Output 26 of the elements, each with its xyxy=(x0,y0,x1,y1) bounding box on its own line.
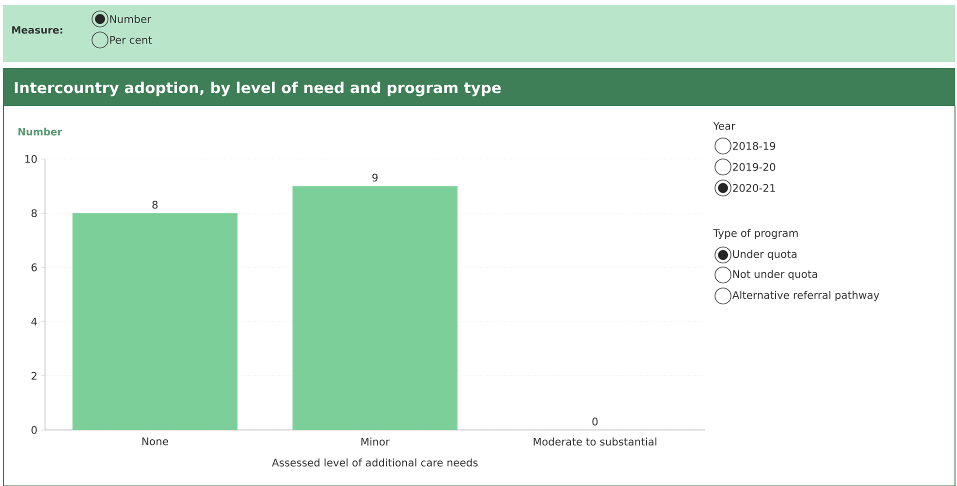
text: 2020-21 xyxy=(732,184,775,192)
x-tick-label: None xyxy=(142,438,168,446)
y-tick-label: 8 xyxy=(32,209,37,218)
text: 2018-19 xyxy=(732,142,776,150)
y-tick-label: 0 xyxy=(32,426,37,434)
y-tick-label: 6 xyxy=(32,263,37,272)
y-axis-title: Number xyxy=(18,128,62,136)
x-tick-label: Minor xyxy=(361,438,390,446)
text: Measure: xyxy=(12,26,62,34)
y-tick-label: 4 xyxy=(31,318,37,326)
text: 2019-20 xyxy=(732,163,776,171)
text: Not under quota xyxy=(733,270,818,280)
data-label: 8 xyxy=(152,200,158,209)
text: Per cent xyxy=(110,36,152,44)
text: Alternative referral pathway xyxy=(732,290,880,302)
y-tick-label: 2 xyxy=(32,372,36,380)
data-label: 0 xyxy=(592,418,598,426)
x-tick-label: Moderate to substantial xyxy=(534,438,656,446)
text: Type of program xyxy=(713,228,798,240)
data-label: 9 xyxy=(372,174,378,182)
text: Under quota xyxy=(733,250,796,260)
chart-title: Intercountry adoption, by level of need and program type xyxy=(14,82,501,96)
text: Year xyxy=(713,122,736,130)
text: Number xyxy=(110,14,152,24)
x-axis-title: Assessed level of additional care needs xyxy=(272,458,478,467)
y-tick-label: 10 xyxy=(25,155,37,163)
